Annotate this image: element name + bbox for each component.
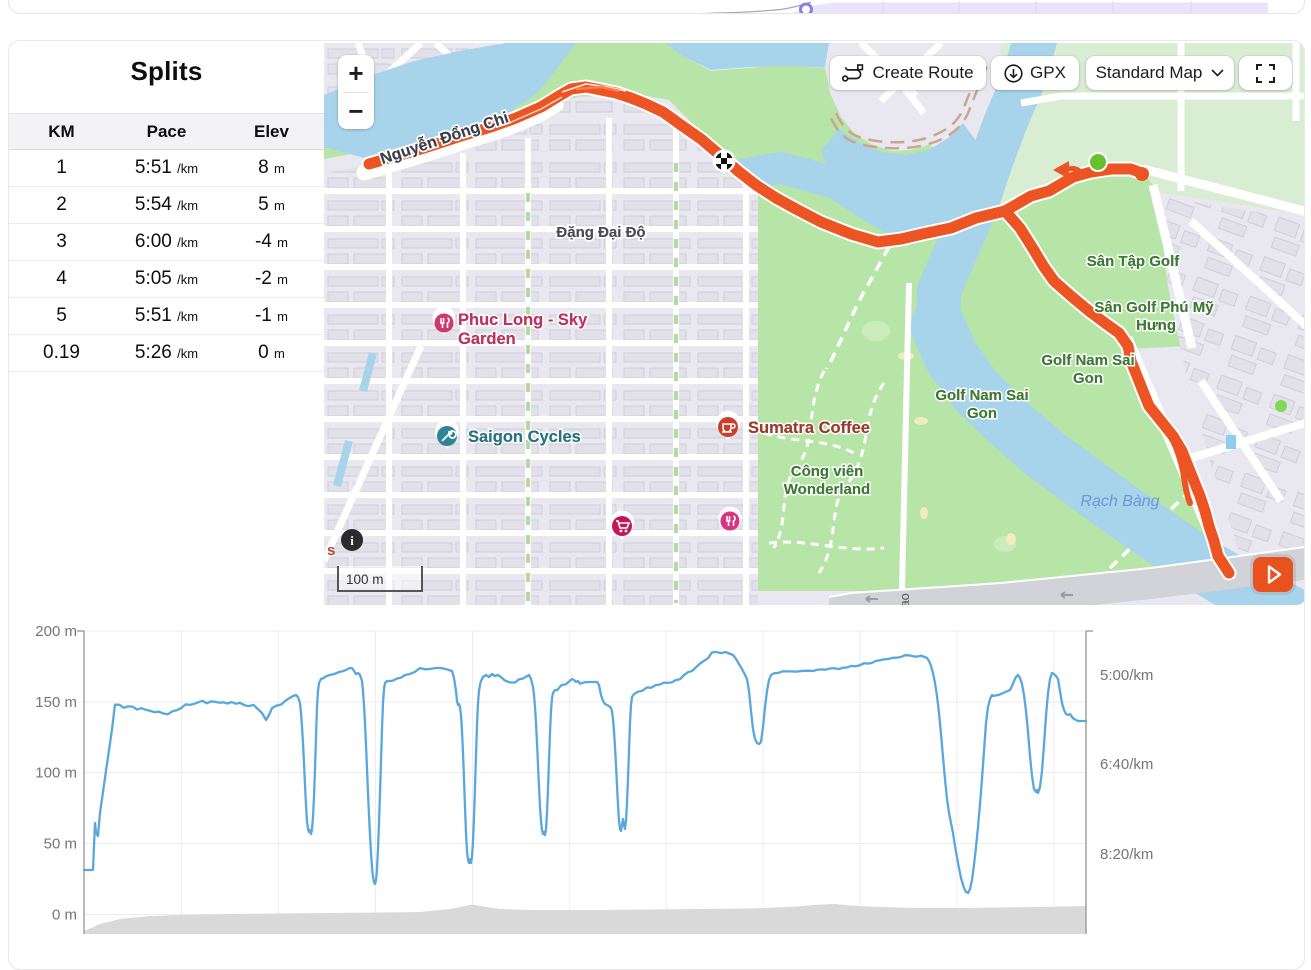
- svg-text:Saigon Cycles: Saigon Cycles: [468, 428, 581, 446]
- svg-text:Sumatra Coffee: Sumatra Coffee: [748, 419, 870, 437]
- svg-text:Garden: Garden: [458, 330, 516, 348]
- svg-text:Wonderland: Wonderland: [784, 481, 870, 498]
- svg-text:s: s: [327, 542, 335, 559]
- svg-text:100 m: 100 m: [346, 572, 384, 587]
- svg-text:200 m: 200 m: [35, 623, 77, 640]
- svg-text:Sân Golf Phú Mỹ: Sân Golf Phú Mỹ: [1094, 299, 1214, 316]
- svg-text:Wonderland: Wonderland: [784, 481, 870, 498]
- svg-text:Saigon Cycles: Saigon Cycles: [468, 428, 581, 446]
- svg-text:Golf Nam Sai: Golf Nam Sai: [935, 387, 1028, 404]
- svg-text:8:20/km: 8:20/km: [1100, 846, 1153, 863]
- svg-text:Garden: Garden: [458, 330, 516, 348]
- svg-text:Gon: Gon: [967, 405, 997, 422]
- svg-text:Công viên: Công viên: [791, 463, 864, 480]
- svg-text:Phuc Long - Sky: Phuc Long - Sky: [458, 311, 588, 329]
- svg-text:Phuc Long - Sky: Phuc Long - Sky: [458, 311, 588, 329]
- svg-text:Cao: Cao: [897, 593, 912, 605]
- svg-text:0 m: 0 m: [52, 907, 77, 924]
- svg-text:Sân Golf Phú Mỹ: Sân Golf Phú Mỹ: [1094, 299, 1214, 316]
- svg-text:Golf Nam Sai: Golf Nam Sai: [1041, 352, 1134, 369]
- svg-text:Hưng: Hưng: [1136, 317, 1176, 334]
- svg-text:Gon: Gon: [967, 405, 997, 422]
- svg-text:150 m: 150 m: [35, 694, 77, 711]
- svg-text:Golf Nam Sai: Golf Nam Sai: [935, 387, 1028, 404]
- svg-text:Sumatra Coffee: Sumatra Coffee: [748, 419, 870, 437]
- svg-text:Sân Tập Golf: Sân Tập Golf: [1087, 253, 1181, 270]
- svg-text:Gon: Gon: [1073, 370, 1103, 387]
- svg-text:i: i: [350, 533, 354, 548]
- svg-text:Đặng Đại Độ: Đặng Đại Độ: [556, 224, 645, 241]
- svg-text:6:40/km: 6:40/km: [1100, 756, 1153, 773]
- svg-text:Golf Nam Sai: Golf Nam Sai: [1041, 352, 1134, 369]
- svg-text:50 m: 50 m: [44, 836, 77, 853]
- svg-text:Hưng: Hưng: [1136, 317, 1176, 334]
- svg-text:Đặng Đại Độ: Đặng Đại Độ: [556, 224, 645, 241]
- svg-text:5:00/km: 5:00/km: [1100, 667, 1153, 684]
- svg-text:100 m: 100 m: [35, 765, 77, 782]
- svg-text:Công viên: Công viên: [791, 463, 864, 480]
- svg-text:Rạch Bàng: Rạch Bàng: [1080, 493, 1159, 510]
- svg-text:Sân Tập Golf: Sân Tập Golf: [1087, 253, 1181, 270]
- svg-text:Gon: Gon: [1073, 370, 1103, 387]
